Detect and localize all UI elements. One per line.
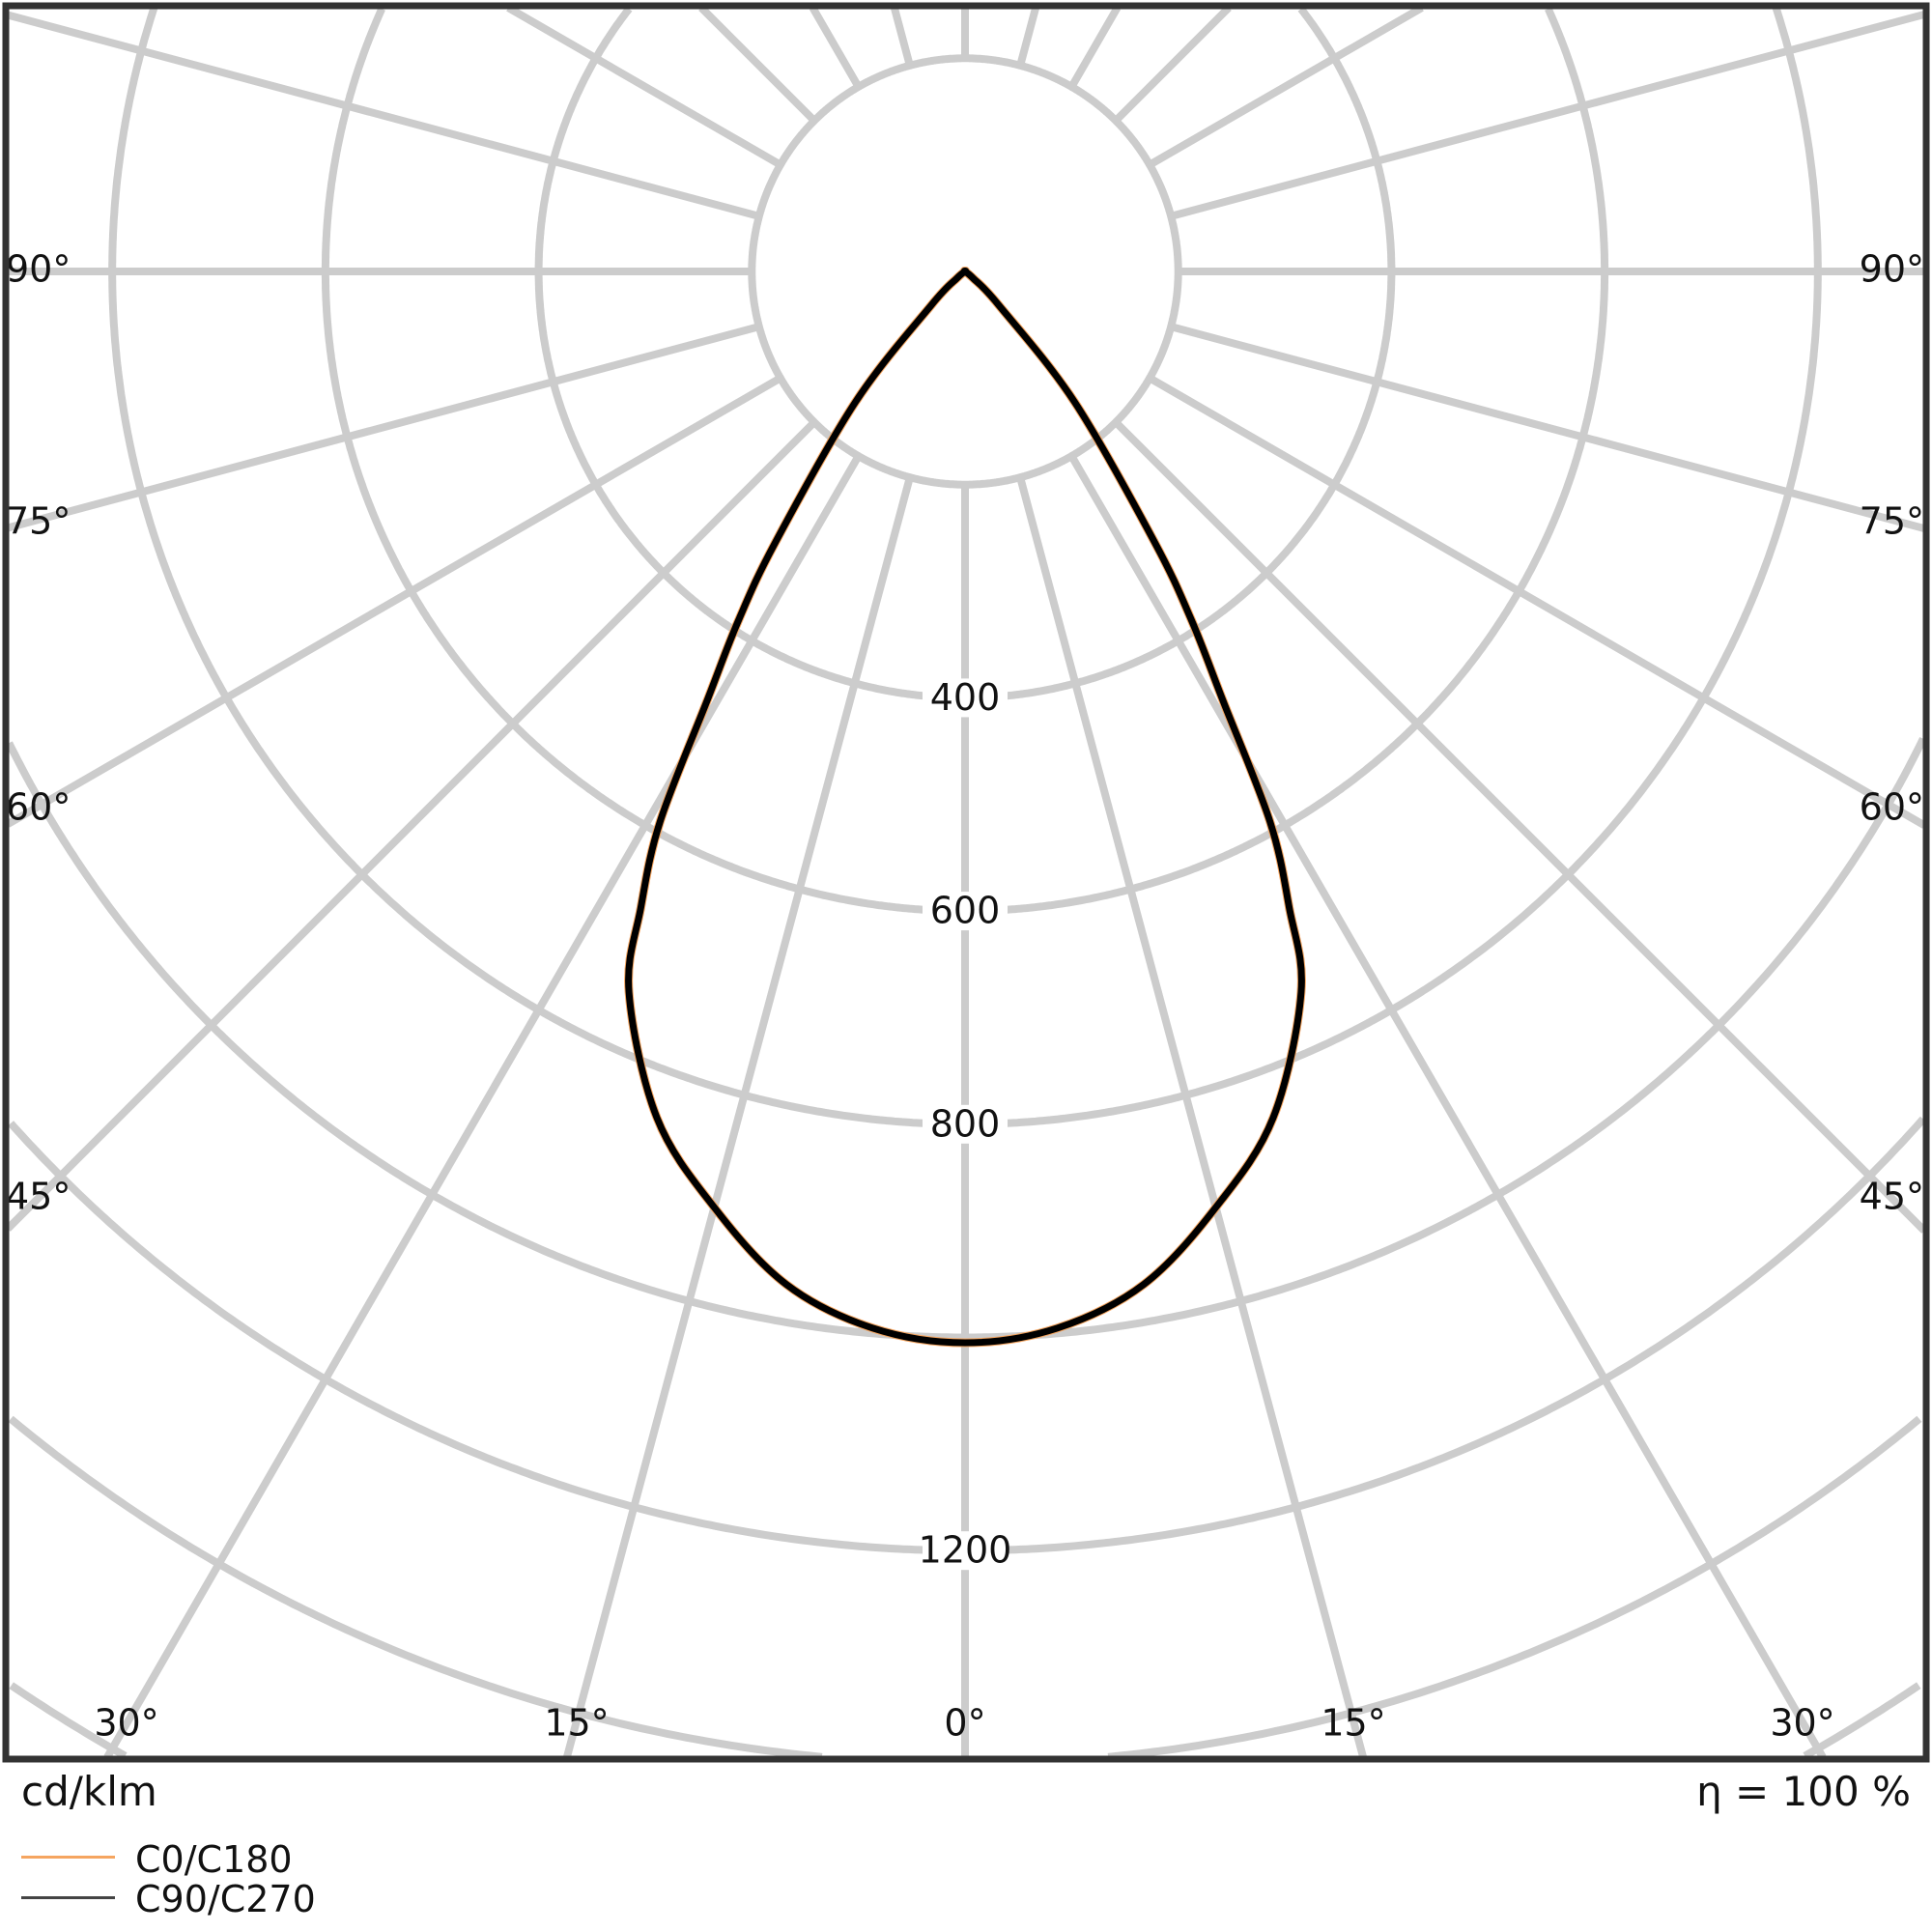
grid-spoke xyxy=(1016,6,1040,67)
grid-spoke xyxy=(809,5,863,89)
axis-labels: 400 600 800 1200 90° 90° 75° 75° 60° 60° 45° 45° 30°… xyxy=(6,248,1924,1745)
grid-ring xyxy=(9,1682,1921,1760)
grid-spoke xyxy=(6,323,760,532)
radial-tick-label: 800 xyxy=(930,1102,1001,1145)
grid-ring xyxy=(534,6,1396,702)
grid-spoke xyxy=(6,11,760,220)
angle-label-bottom: 30° xyxy=(1770,1702,1834,1745)
angle-label-right: 45° xyxy=(1860,1176,1924,1218)
radial-tick-label: 1200 xyxy=(919,1529,1012,1572)
angle-label-bottom: 15° xyxy=(544,1702,609,1745)
grid-spoke xyxy=(890,6,914,67)
efficiency-label: η = 100 % xyxy=(1696,1768,1911,1815)
grid-spoke xyxy=(563,476,914,1759)
angle-label-bottom: 0° xyxy=(944,1702,985,1745)
legend-swatch-c0-c180 xyxy=(21,1856,115,1859)
radial-tick-label: 600 xyxy=(930,890,1001,932)
radial-label-bg xyxy=(923,892,1008,931)
legend-label-c90-c270: C90/C270 xyxy=(135,1878,316,1920)
radial-label-bg xyxy=(923,1531,1008,1571)
grid-spoke xyxy=(5,419,817,1232)
legend-label-c0-c180: C0/C180 xyxy=(135,1838,293,1881)
grid-spoke xyxy=(1170,323,1926,532)
grid-spoke xyxy=(1113,419,1927,1234)
grid-spoke xyxy=(506,4,782,169)
angle-label-bottom: 15° xyxy=(1321,1702,1385,1745)
angle-label-right: 90° xyxy=(1860,248,1924,291)
plot-frame xyxy=(2,2,1930,1763)
grid-spoke xyxy=(1170,11,1926,220)
grid-spoke xyxy=(1067,6,1122,89)
grid-ring xyxy=(8,1415,1922,1761)
legend-swatch-c90-c270 xyxy=(21,1896,115,1899)
angle-label-left: 45° xyxy=(6,1176,71,1218)
unit-label: cd/klm xyxy=(21,1768,157,1815)
grid-ring xyxy=(321,7,1609,916)
radial-label-bg xyxy=(923,678,1008,718)
series-curve-c90-c270 xyxy=(625,267,1305,1347)
angle-label-right: 60° xyxy=(1860,786,1924,829)
grid-spoke xyxy=(1148,4,1424,169)
grid-spoke xyxy=(1067,454,1827,1760)
grid-spoke xyxy=(5,374,782,828)
grid-spoke xyxy=(1016,476,1367,1759)
angle-label-right: 75° xyxy=(1860,500,1924,543)
angle-label-left: 60° xyxy=(6,786,71,829)
grid-spoke xyxy=(698,5,817,124)
angle-label-bottom: 30° xyxy=(94,1702,158,1745)
grid-spoke xyxy=(1113,5,1232,124)
grid-spoke xyxy=(1148,374,1927,829)
angle-label-left: 90° xyxy=(6,248,71,291)
angle-label-left: 75° xyxy=(6,500,71,543)
grid-spoke xyxy=(103,454,863,1760)
radial-label-bg xyxy=(923,1104,1008,1144)
radial-tick-label: 400 xyxy=(930,676,1001,719)
curves xyxy=(624,266,1306,1348)
